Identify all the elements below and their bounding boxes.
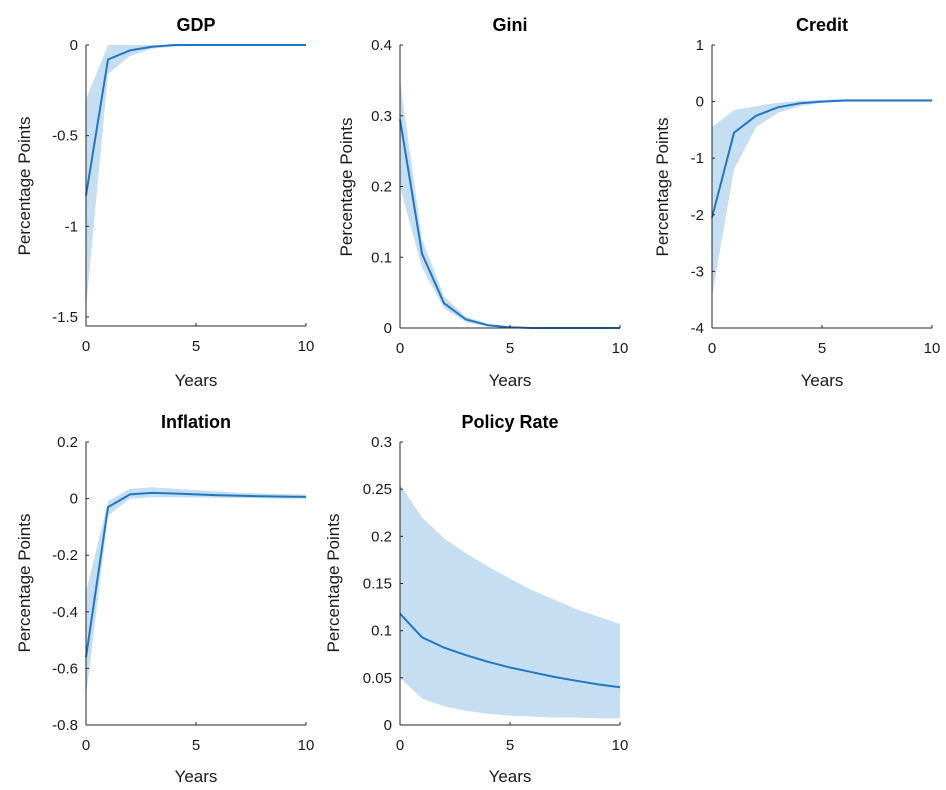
y-tick-label: 0.05 [363,670,392,687]
confidence-band [86,45,306,308]
y-tick-label: 1 [696,37,704,54]
y-tick-label: 0.15 [363,576,392,593]
y-tick-label: 0.2 [371,528,392,545]
y-tick-label: -1 [691,150,704,167]
y-tick-label: 0.2 [57,434,78,451]
x-tick-label: 5 [506,737,514,754]
chart-title: Gini [493,15,528,35]
y-tick-label: 0 [70,37,78,54]
x-tick-label: 0 [396,340,404,357]
y-axis-label: Percentage Points [15,514,34,653]
chart-title: Credit [796,15,848,35]
x-axis-label: Years [489,767,532,786]
x-axis-label: Years [801,371,844,390]
panel-inflation: Inflation Percentage Points Years 0 5 10 0.… [15,412,314,786]
x-axis-label: Years [489,371,532,390]
x-tick-label: 5 [506,340,514,357]
confidence-band [400,484,620,719]
x-tick-label: 0 [396,737,404,754]
y-tick-label: -2 [691,207,704,224]
x-axis-label: Years [175,767,218,786]
x-tick-label: 10 [612,340,629,357]
y-tick-label: -1 [65,218,78,235]
y-tick-label: -0.4 [52,604,78,621]
y-tick-label: -0.5 [52,128,78,145]
x-tick-label: 10 [612,737,629,754]
confidence-band [400,80,620,329]
y-tick-label: 0 [70,491,78,508]
x-tick-label: 10 [924,340,941,357]
x-axis-label: Years [175,371,218,390]
panel-credit: Credit Percentage Points Years 0 5 1010-1-… [653,15,940,390]
x-tick-label: 0 [708,340,716,357]
panel-policy-rate: Policy Rate Percentage Points Years 0 5 10… [324,412,628,786]
y-tick-label: -4 [691,320,704,337]
y-tick-label: -0.6 [52,660,78,677]
x-tick-label: 5 [192,737,200,754]
y-tick-label: 0 [696,94,704,111]
x-tick-label: 5 [818,340,826,357]
x-tick-label: 5 [192,338,200,355]
y-tick-label: 0 [384,320,392,337]
y-tick-label: 0.1 [371,623,392,640]
y-tick-label: 0.1 [371,249,392,266]
y-tick-label: 0.4 [371,37,392,54]
y-tick-label: 0 [384,717,392,734]
chart-title: GDP [176,15,215,35]
y-tick-label: 0.2 [371,179,392,196]
series-line [85,491,307,658]
y-axis-label: Percentage Points [337,118,356,257]
confidence-band [712,99,932,297]
series-line [85,44,306,196]
series-line [399,613,621,689]
panel-gini: Gini Percentage Points Years 0 5 10 0 0.1 0.2… [337,15,628,390]
panel-gdp: GDP Percentage Points Years 0 5 10 0 -0.5 -1 -… [15,15,314,390]
x-tick-label: 10 [298,737,315,754]
y-axis-label: Percentage Points [15,117,34,256]
y-tick-label: -1.5 [52,309,78,326]
chart-title: Inflation [161,412,231,432]
y-tick-label: -0.2 [52,547,78,564]
y-tick-label: 0.3 [371,434,392,451]
y-tick-label: -3 [691,263,704,280]
x-tick-label: 0 [82,737,90,754]
series-line [711,99,932,218]
y-tick-label: 0.3 [371,108,392,125]
chart-title: Policy Rate [461,412,558,432]
y-tick-label: -0.8 [52,717,78,734]
y-axis-label: Percentage Points [324,514,343,653]
confidence-band [86,487,306,697]
y-axis-label: Percentage Points [653,118,672,257]
x-tick-label: 0 [82,338,90,355]
y-tick-label: 0.25 [363,481,392,498]
x-tick-label: 10 [298,338,315,355]
series-line [399,119,620,329]
